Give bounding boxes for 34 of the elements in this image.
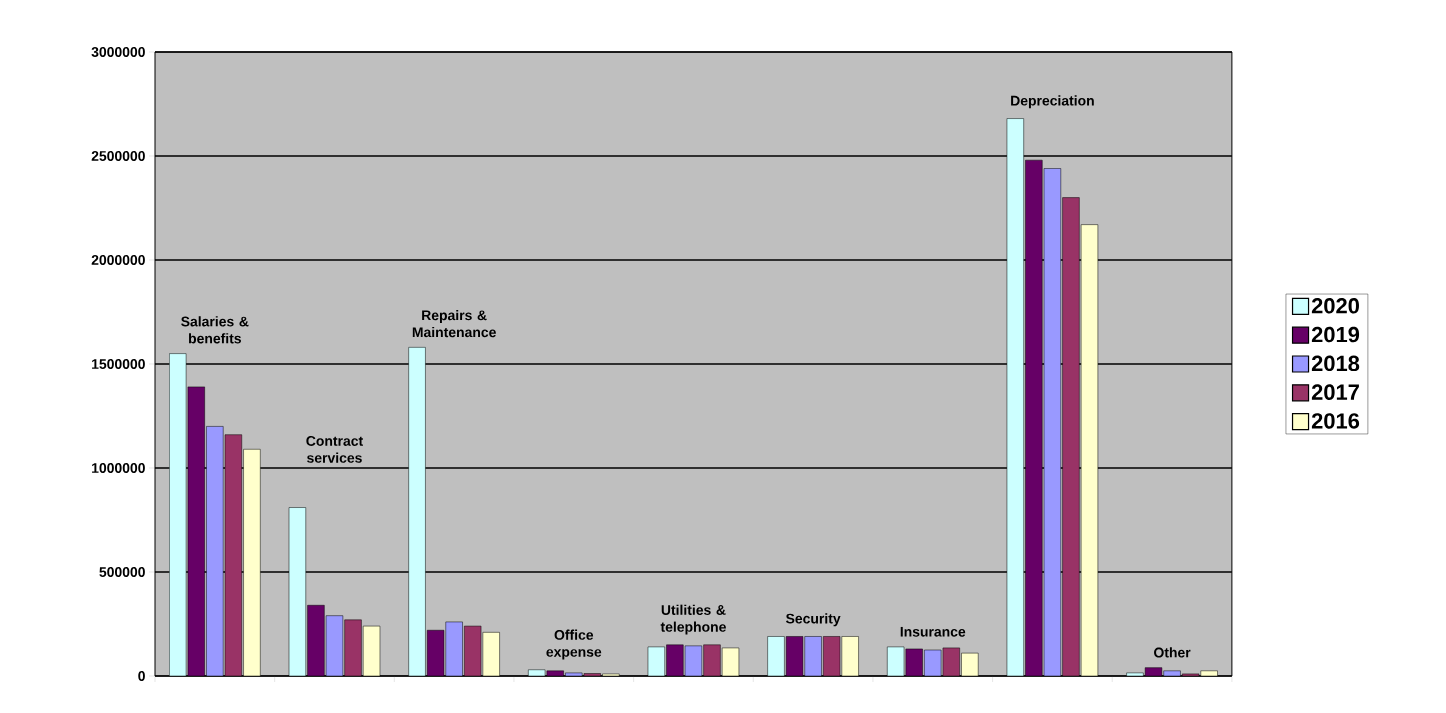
bar: [307, 605, 325, 676]
bar: [666, 644, 684, 676]
bar: [206, 426, 224, 676]
bar: [1025, 159, 1043, 676]
y-tick-label: 1500000: [92, 359, 145, 369]
legend-label: 2019: [1311, 326, 1360, 343]
x-tick-label: Contract services: [306, 435, 363, 463]
x-tick-label: Other: [1154, 647, 1191, 658]
y-tick-label: 500000: [99, 567, 145, 577]
legend-label: 2018: [1311, 355, 1360, 372]
y-tick-label: 0: [138, 671, 145, 681]
bar: [445, 621, 463, 676]
legend-label: 2017: [1311, 384, 1359, 400]
legend-label: 2016: [1311, 413, 1360, 429]
x-tick-label: Depreciation: [1011, 95, 1094, 109]
bar: [703, 644, 721, 676]
y-tick-label: 2000000: [91, 255, 145, 265]
x-tick-label: Salaries & benefits: [181, 316, 249, 344]
y-tick-label: 3000000: [91, 47, 145, 57]
x-tick-label: Security: [785, 613, 841, 627]
bar: [804, 636, 822, 676]
x-tick-label: Repairs & Maintenance: [412, 309, 496, 338]
x-tick-label: Insurance: [900, 626, 966, 637]
bar: [344, 619, 362, 676]
bar: [841, 636, 859, 676]
y-tick-label: 1000000: [92, 463, 145, 473]
bar: [408, 347, 426, 676]
bar: [1062, 197, 1080, 676]
x-tick-label: Office expense: [546, 629, 602, 660]
y-tick-label: 2500000: [91, 151, 145, 161]
bar: [767, 636, 785, 676]
legend-label: 2020: [1311, 298, 1359, 314]
x-tick-label: Utilities & telephone: [660, 604, 726, 635]
bar: [243, 449, 261, 676]
